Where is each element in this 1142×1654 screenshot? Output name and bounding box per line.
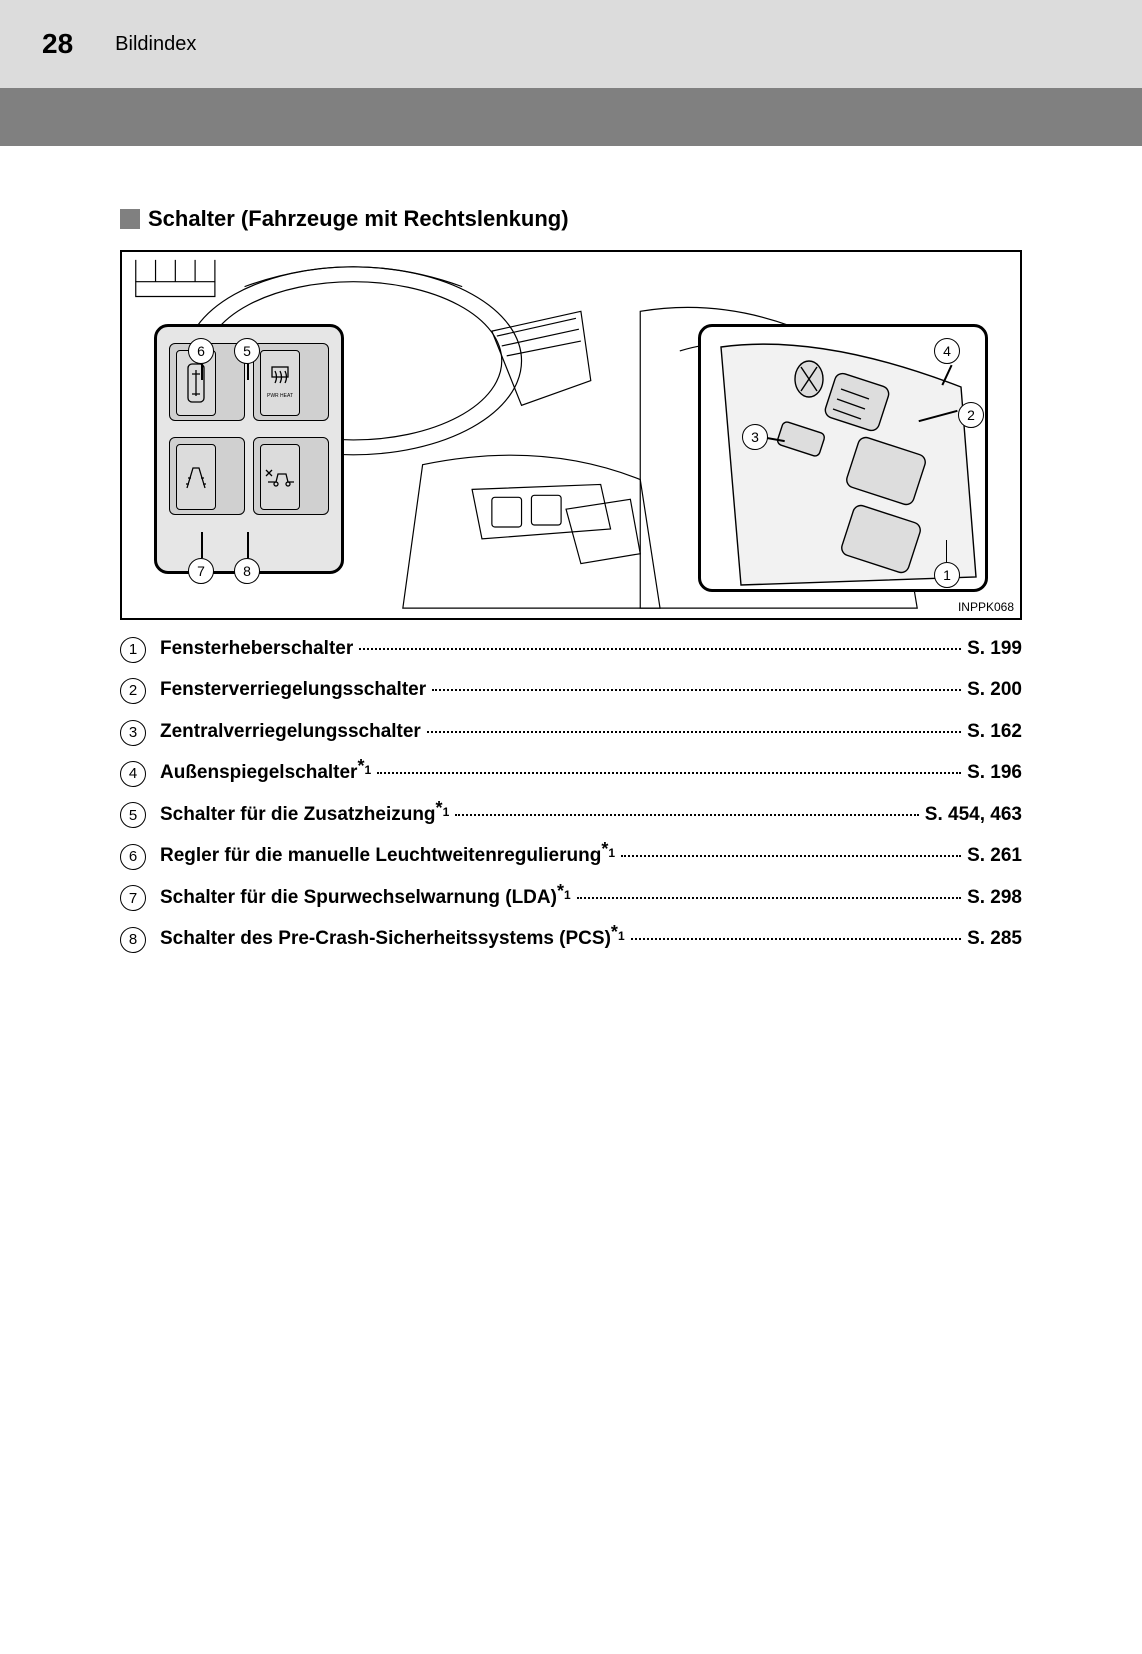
door-panel-sketch	[701, 327, 991, 595]
list-item: 8 Schalter des Pre-Crash-Sicherheitssyst…	[120, 924, 1022, 953]
item-page: S. 285	[967, 924, 1022, 953]
item-footnote: *	[611, 919, 618, 947]
item-number: 8	[120, 927, 146, 953]
list-item: 6 Regler für die manuelle Leuchtweitenre…	[120, 841, 1022, 870]
pcs-switch-icon	[260, 444, 300, 510]
item-number: 1	[120, 637, 146, 663]
item-label: Regler für die manuelle Leuchtweitenregu…	[160, 841, 601, 870]
door-switch-panel	[698, 324, 988, 592]
switch-slot	[169, 437, 245, 515]
list-item: 3 Zentralverriegelungsschalter S. 162	[120, 717, 1022, 746]
leader-dots	[631, 938, 961, 940]
lda-switch-icon	[176, 444, 216, 510]
item-footnote-num: 1	[618, 927, 625, 946]
switch-slot: PWR HEAT	[253, 343, 329, 421]
list-item: 1 Fensterheberschalter S. 199	[120, 634, 1022, 663]
item-footnote: *	[601, 836, 608, 864]
item-number: 4	[120, 761, 146, 787]
item-label: Fensterheberschalter	[160, 634, 353, 663]
section-title-row: Schalter (Fahrzeuge mit Rechtslenkung)	[120, 206, 1022, 232]
item-number: 7	[120, 885, 146, 911]
item-page: S. 200	[967, 675, 1022, 704]
leader-dots	[377, 772, 961, 774]
item-page: S. 454, 463	[925, 800, 1022, 829]
aux-heater-switch-icon: PWR HEAT	[260, 350, 300, 416]
leader-dots	[621, 855, 961, 857]
figure-diagram: PWR HEAT	[120, 250, 1022, 620]
header-dark-band	[0, 88, 1142, 146]
item-number: 5	[120, 802, 146, 828]
callout-4: 4	[934, 338, 960, 364]
item-footnote-num: 1	[564, 886, 571, 905]
item-number: 2	[120, 678, 146, 704]
item-number: 3	[120, 720, 146, 746]
leader-dots	[359, 648, 961, 650]
section-marker-icon	[120, 209, 140, 229]
svg-text:PWR HEAT: PWR HEAT	[267, 393, 293, 399]
callout-1: 1	[934, 562, 960, 588]
item-label: Schalter für die Zusatzheizung	[160, 800, 436, 829]
leader-dots	[432, 689, 961, 691]
header-section-name: Bildindex	[115, 33, 196, 56]
item-footnote: *	[557, 878, 564, 906]
item-page: S. 196	[967, 758, 1022, 787]
item-label: Schalter des Pre-Crash-Sicherheitssystem…	[160, 924, 611, 953]
item-label: Fensterverriegelungsschalter	[160, 675, 426, 704]
callout-2: 2	[958, 402, 984, 428]
page-number: 28	[42, 28, 73, 60]
item-page: S. 298	[967, 883, 1022, 912]
page-body: Schalter (Fahrzeuge mit Rechtslenkung)	[0, 146, 1142, 954]
item-number: 6	[120, 844, 146, 870]
list-item: 7 Schalter für die Spurwechselwarnung (L…	[120, 883, 1022, 912]
legend-list: 1 Fensterheberschalter S. 199 2 Fensterv…	[120, 634, 1022, 954]
item-footnote-num: 1	[608, 844, 615, 863]
callout-8: 8	[234, 558, 260, 584]
switch-slot	[253, 437, 329, 515]
item-footnote: *	[436, 795, 443, 823]
list-item: 2 Fensterverriegelungsschalter S. 200	[120, 675, 1022, 704]
callout-6: 6	[188, 338, 214, 364]
item-page: S. 261	[967, 841, 1022, 870]
item-page: S. 162	[967, 717, 1022, 746]
item-footnote: *	[357, 753, 364, 781]
callout-7: 7	[188, 558, 214, 584]
item-footnote-num: 1	[443, 803, 450, 822]
item-page: S. 199	[967, 634, 1022, 663]
callout-5: 5	[234, 338, 260, 364]
leader-dots	[455, 814, 919, 816]
item-label: Zentralverriegelungsschalter	[160, 717, 421, 746]
item-label: Außenspiegelschalter	[160, 758, 357, 787]
callout-3: 3	[742, 424, 768, 450]
figure-code: INPPK068	[958, 600, 1014, 614]
item-footnote-num: 1	[364, 761, 371, 780]
leader-dots	[577, 897, 961, 899]
item-label: Schalter für die Spurwechselwarnung (LDA…	[160, 883, 557, 912]
leader-dots	[427, 731, 961, 733]
section-title: Schalter (Fahrzeuge mit Rechtslenkung)	[148, 206, 569, 232]
list-item: 4 Außenspiegelschalter*1 S. 196	[120, 758, 1022, 787]
page-header: 28 Bildindex	[0, 0, 1142, 88]
list-item: 5 Schalter für die Zusatzheizung*1 S. 45…	[120, 800, 1022, 829]
